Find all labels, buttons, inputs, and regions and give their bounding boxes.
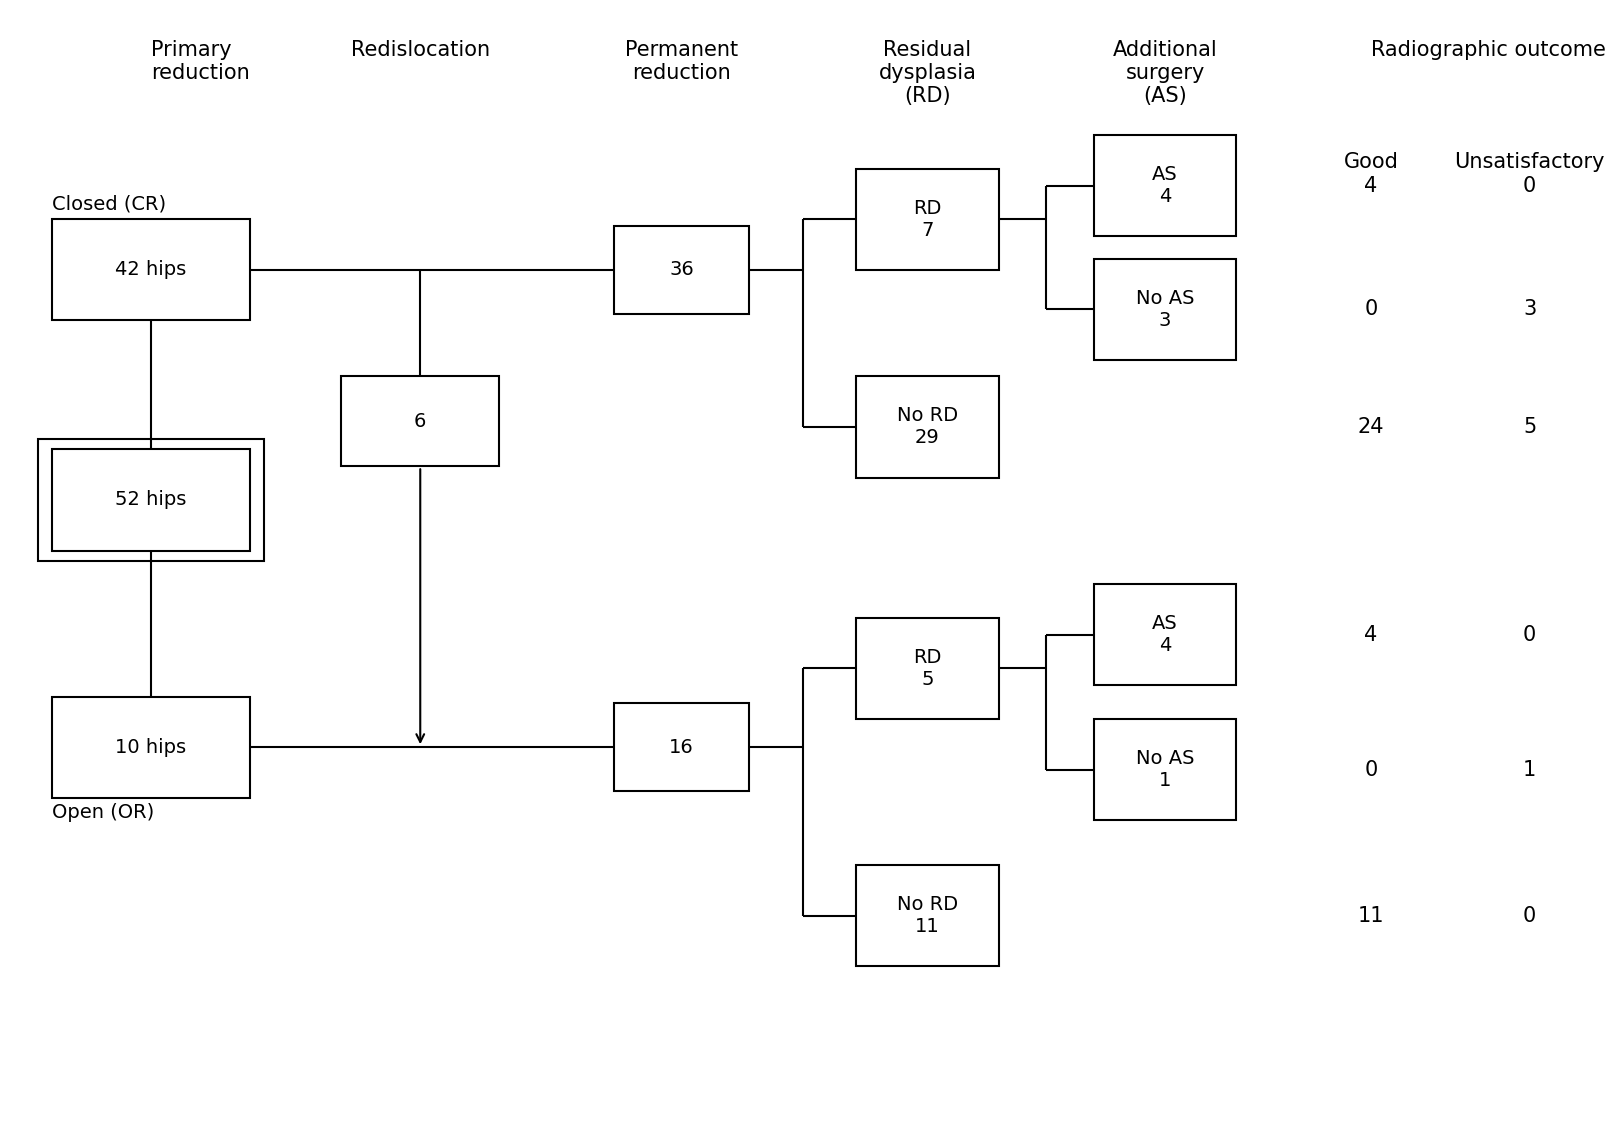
Bar	[52, 449, 251, 550]
Text: Additional
surgery
(AS): Additional surgery (AS)	[1112, 39, 1218, 105]
Text: 52 hips: 52 hips	[115, 490, 186, 510]
Bar	[1093, 135, 1237, 236]
Text: 3: 3	[1523, 299, 1536, 319]
Text: 5: 5	[1523, 417, 1536, 437]
Text: 1: 1	[1523, 760, 1536, 779]
Text: 0: 0	[1365, 299, 1378, 319]
Bar	[341, 377, 500, 466]
Bar	[614, 226, 749, 314]
Text: Primary
reduction: Primary reduction	[150, 39, 249, 83]
Text: Closed (CR): Closed (CR)	[52, 195, 167, 213]
Text: 10 hips: 10 hips	[115, 738, 186, 756]
Text: 42 hips: 42 hips	[115, 260, 186, 280]
Text: Open (OR): Open (OR)	[52, 803, 154, 822]
Text: 4: 4	[1365, 175, 1378, 196]
Text: Radiographic outcome: Radiographic outcome	[1371, 39, 1606, 60]
Text: No AS
3: No AS 3	[1135, 289, 1195, 330]
Bar	[855, 168, 999, 269]
Text: Good: Good	[1344, 152, 1399, 172]
Text: 0: 0	[1365, 760, 1378, 779]
Text: 6: 6	[414, 411, 427, 431]
Bar	[52, 697, 251, 798]
Text: AS
4: AS 4	[1153, 165, 1177, 206]
Bar	[1093, 259, 1237, 360]
Bar	[1093, 719, 1237, 821]
Text: RD
5: RD 5	[914, 647, 941, 689]
Text: RD
7: RD 7	[914, 198, 941, 240]
Text: Redislocation: Redislocation	[351, 39, 490, 60]
Text: 16: 16	[669, 738, 694, 756]
Text: 0: 0	[1523, 625, 1536, 645]
Text: 11: 11	[1358, 905, 1384, 926]
Text: Permanent
reduction: Permanent reduction	[626, 39, 739, 83]
Bar	[37, 439, 264, 560]
Bar	[52, 219, 251, 320]
Bar	[855, 865, 999, 966]
Text: Unsatisfactory: Unsatisfactory	[1454, 152, 1604, 172]
Bar	[614, 704, 749, 791]
Text: 36: 36	[669, 260, 694, 280]
Text: No RD
29: No RD 29	[897, 407, 957, 447]
Bar	[855, 618, 999, 719]
Text: AS
4: AS 4	[1153, 614, 1177, 656]
Text: 0: 0	[1523, 175, 1536, 196]
Text: 4: 4	[1365, 625, 1378, 645]
Text: 24: 24	[1358, 417, 1384, 437]
Text: No AS
1: No AS 1	[1135, 749, 1195, 790]
Bar	[1093, 584, 1237, 685]
Text: Residual
dysplasia
(RD): Residual dysplasia (RD)	[878, 39, 977, 105]
Text: No RD
11: No RD 11	[897, 895, 957, 936]
Text: 0: 0	[1523, 905, 1536, 926]
Bar	[855, 377, 999, 478]
